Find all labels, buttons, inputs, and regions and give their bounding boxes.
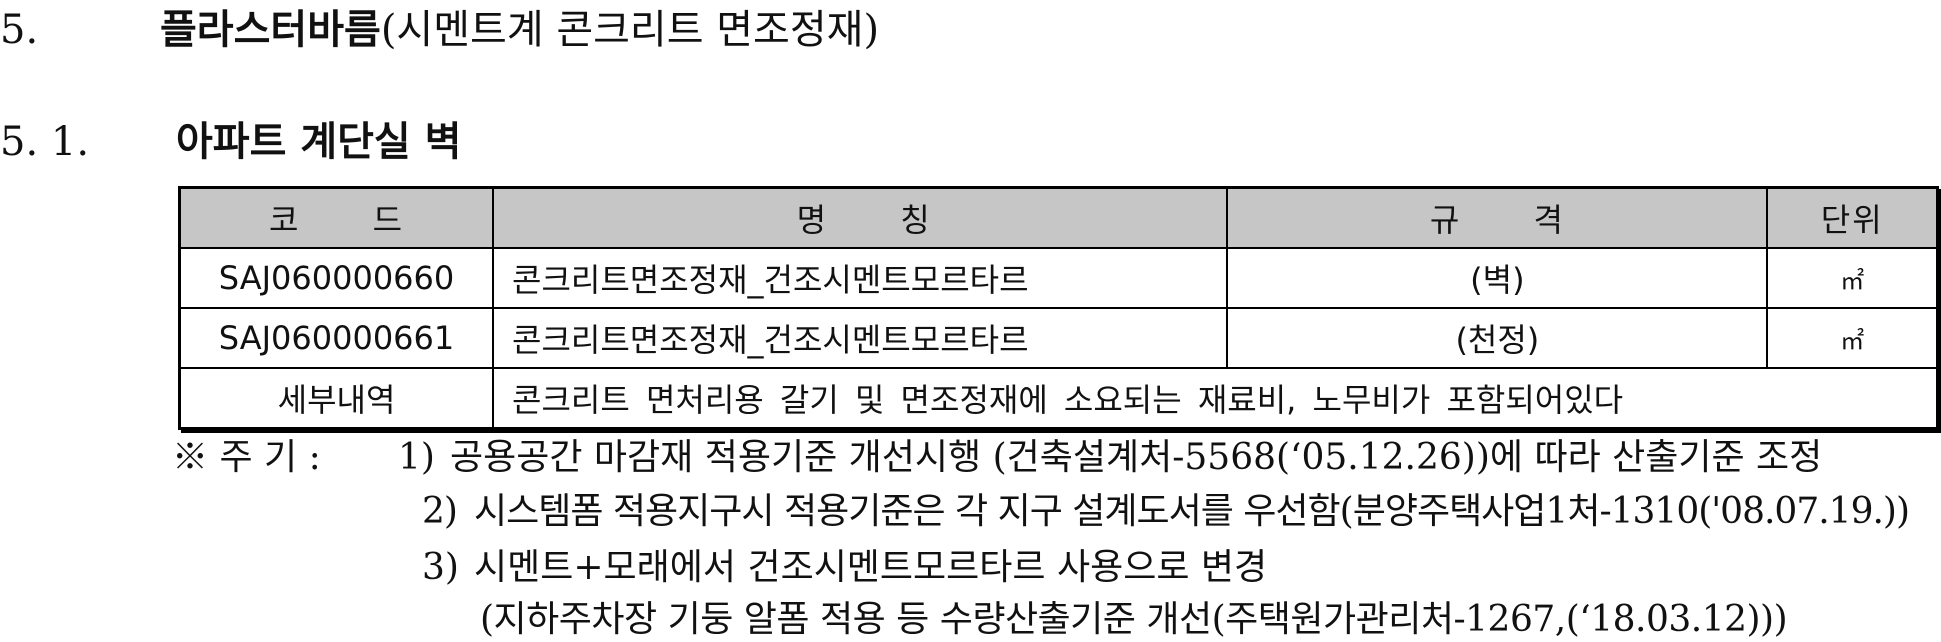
spec-table: 코 드 명 칭 규 격 단위 SAJ060000660 콘크리트면조정재_건조시… [178, 186, 1939, 430]
note-continuation: (지하주차장 기둥 알폼 적용 등 수량산출기준 개선(주택원가관리처-1267… [480, 599, 1788, 640]
section-heading: 5. 플라스터바름(시멘트계 콘크리트 면조정재) [0, 6, 879, 54]
section-title-rest: (시멘트계 콘크리트 면조정재) [380, 7, 880, 53]
subsection-title: 아파트 계단실 벽 [176, 118, 462, 165]
section-title-bold: 플라스터바름 [160, 6, 381, 53]
section-number: 5. [0, 7, 39, 53]
row-name: 콘크리트면조정재_건조시멘트모르타르 [492, 247, 1229, 309]
header-code: 코 드 [178, 186, 495, 249]
row-spec: (벽) [1226, 247, 1769, 309]
header-spec: 규 격 [1226, 186, 1769, 249]
detail-row: 세부내역 콘크리트 면처리용 갈기 및 면조정재에 소요되는 재료비, 노무비가… [178, 367, 1939, 430]
row-unit: ㎡ [1840, 327, 1865, 355]
detail-label: 세부내역 [178, 367, 495, 430]
header-unit: 단위 [1766, 186, 1939, 249]
table-row: SAJ060000661 콘크리트면조정재_건조시멘트모르타르 (천정) ㎡ [178, 307, 1939, 369]
detail-text: 콘크리트 면처리용 갈기 및 면조정재에 소요되는 재료비, 노무비가 포함되어… [492, 367, 1939, 430]
row-code: SAJ060000661 [178, 307, 495, 369]
note-text: 시스템폼 적용지구시 적용기준은 각 지구 설계도서를 우선함(분양주택사업1처… [474, 491, 1910, 532]
note-text: 공용공간 마감재 적용기준 개선시행 (건축설계처-5568(‘05.12.26… [450, 437, 1823, 478]
row-name: 콘크리트면조정재_건조시멘트모르타르 [492, 307, 1229, 369]
note-mark: 1) [398, 437, 435, 478]
note-mark: 3) [422, 547, 459, 588]
subsection-number: 5. 1. [0, 119, 90, 165]
subsection-heading: 5. 1. 아파트 계단실 벽 [0, 118, 461, 166]
notes-prefix: ※ 주 기 : [172, 437, 321, 478]
note-item-2: 2) 시스템폼 적용지구시 적용기준은 각 지구 설계도서를 우선함(분양주택사업… [422, 490, 1910, 534]
row-spec: (천정) [1226, 307, 1769, 369]
table-header-row: 코 드 명 칭 규 격 단위 [178, 186, 1939, 249]
table-row: SAJ060000660 콘크리트면조정재_건조시멘트모르타르 (벽) ㎡ [178, 247, 1939, 309]
note-item-1: ※ 주 기 : 1) 공용공간 마감재 적용기준 개선시행 (건축설계처-5568(… [172, 436, 1822, 480]
row-code: SAJ060000660 [178, 247, 495, 309]
header-name: 명 칭 [492, 186, 1229, 249]
note-mark: 2) [422, 491, 458, 532]
row-unit: ㎡ [1840, 267, 1865, 295]
note-item-3: 3) 시멘트+모래에서 건조시멘트모르타르 사용으로 변경 [422, 546, 1267, 590]
note-text: 시멘트+모래에서 건조시멘트모르타르 사용으로 변경 [474, 547, 1268, 588]
